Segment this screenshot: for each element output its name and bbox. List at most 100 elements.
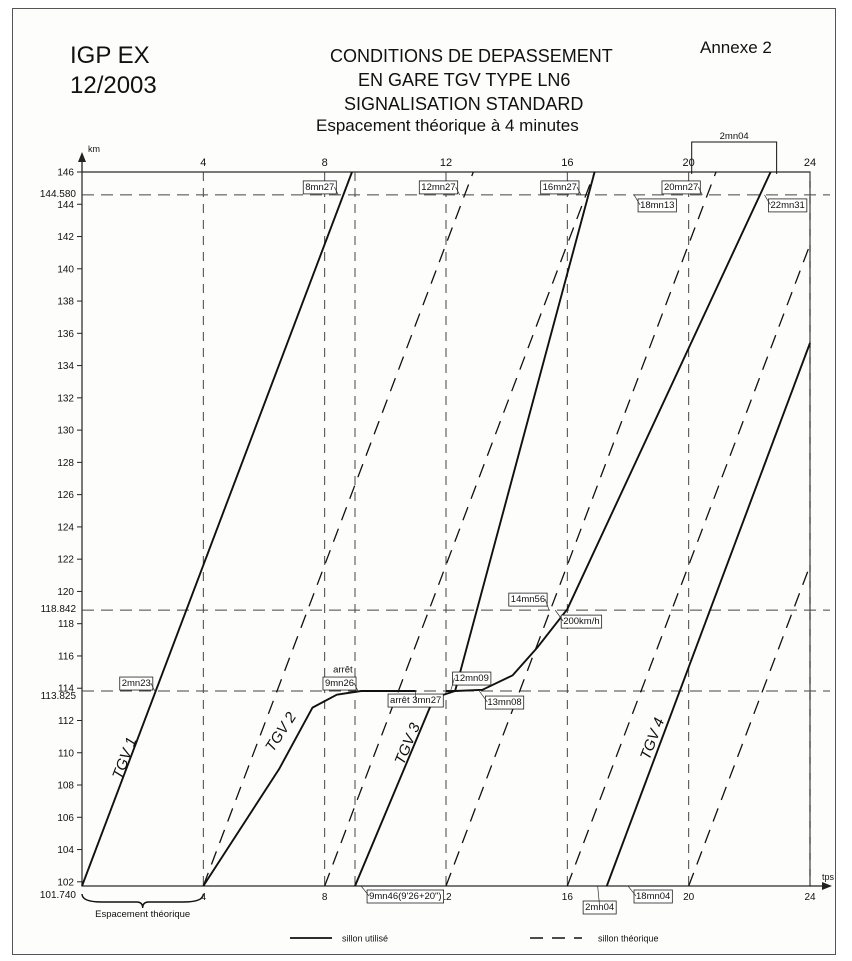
y-tick-label: 128 (57, 458, 74, 469)
y-tick-label: 134 (57, 361, 74, 372)
series-label-tgv-4: TGV 4 (637, 716, 668, 763)
annotation-leader (544, 598, 550, 611)
annotation-box (366, 889, 444, 904)
annotation-2mn04: 2mn04 (720, 131, 749, 142)
series-line-dashed-9 (688, 565, 811, 887)
y-reference-label: 118.842 (41, 604, 77, 615)
annotation-leader (627, 885, 637, 897)
annotation-espacement-th-orique: Espacement théorique (95, 909, 190, 920)
chart-title-line1: CONDITIONS DE DEPASSEMENT (330, 46, 613, 66)
x-tick-label-top: 8 (322, 157, 328, 169)
y-reference-label: 101.740 (40, 890, 77, 901)
y-axis-label: km (88, 144, 100, 154)
y-tick-label: 142 (57, 232, 74, 243)
annotation-2mn23: 2mn23 (122, 678, 151, 689)
annotation-leader (764, 194, 771, 206)
annotation-200km-h: 200km/h (563, 616, 599, 627)
y-tick-label: 130 (57, 426, 74, 437)
annotation-box (119, 676, 154, 691)
y-tick-label: 126 (57, 490, 74, 501)
series-line-dashed-5 (202, 171, 474, 887)
document-code: IGP EX (70, 42, 150, 69)
annex-label: Annexe 2 (700, 38, 772, 57)
annotation-leader (353, 682, 359, 692)
annotation-20mn27: 20mn27 (664, 182, 698, 193)
annotation-box (633, 889, 673, 904)
annotation-12mn09: 12mn09 (455, 673, 489, 684)
chart-title-line3: SIGNALISATION STANDARD (344, 94, 584, 114)
annotation-9mn26: 9mn26 (325, 678, 354, 689)
series-label-tgv-3: TGV 3 (391, 720, 424, 767)
series-line-tgv-1 (81, 171, 353, 887)
y-tick-label: 112 (58, 716, 74, 727)
y-tick-label: 144 (57, 200, 74, 211)
series-line-tgv-3 (354, 171, 772, 887)
y-tick-label: 104 (57, 845, 74, 856)
annotation-leader (479, 690, 488, 703)
annotation-arr-t-3mn27: arrêt 3mn27 (390, 695, 441, 706)
y-tick-label: 138 (57, 297, 74, 308)
annotation-box (302, 180, 337, 195)
series-line-dashed-7 (445, 171, 717, 887)
chart-subtitle: Espacement théorique à 4 minutes (316, 116, 579, 135)
y-tick-label: 146 (57, 168, 74, 179)
y-axis-arrowhead (78, 152, 86, 162)
annotation-leader (633, 194, 641, 206)
series-label-tgv-2: TGV 2 (262, 709, 300, 755)
x-tick-label-bottom: 12 (440, 892, 452, 903)
annotation-box (582, 900, 617, 915)
annotation-box (452, 671, 492, 686)
y-tick-label: 120 (57, 587, 74, 598)
annotation-box (484, 695, 525, 710)
annotation-box (540, 180, 580, 195)
annotation-box (322, 676, 357, 691)
annotation-box (560, 614, 603, 629)
y-tick-label: 122 (57, 555, 74, 566)
annotation-14mn56: 14mn56 (511, 594, 545, 605)
y-tick-label: 110 (58, 748, 74, 759)
annotation-box (661, 180, 701, 195)
annotation-box (768, 198, 808, 213)
annotation-18mn13: 18mn13 (640, 200, 674, 211)
series-line-tgv-4 (605, 342, 811, 887)
y-tick-label: 114 (58, 684, 74, 695)
x-tick-label-top: 20 (683, 157, 695, 169)
document-date: 12/2003 (70, 72, 157, 99)
y-tick-label: 108 (57, 781, 74, 792)
x-tick-label-bottom: 8 (322, 892, 328, 903)
x-tick-label-top: 12 (440, 157, 452, 169)
x-tick-label-bottom: 24 (804, 892, 816, 903)
annotation-leader (455, 186, 460, 196)
annotation-leader (597, 885, 601, 908)
y-tick-label: 136 (57, 329, 74, 340)
annotation-18mn04: 18mn04 (636, 891, 670, 902)
annotation-box (418, 180, 459, 195)
annotation-leader (554, 609, 564, 622)
x-tick-label-top: 16 (561, 157, 573, 169)
annotation-9mn46-9-26-20: 9mn46(9'26+20") (369, 891, 442, 902)
y-tick-label: 132 (57, 393, 74, 404)
series-line-solid-4 (446, 171, 596, 692)
annotation-leader (360, 885, 370, 897)
annotation-12mn27: 12mn27 (421, 182, 455, 193)
x-tick-label-bottom: 4 (201, 892, 207, 903)
annotation-leader (450, 677, 455, 692)
annotation-box (508, 592, 548, 607)
spacing-brace (81, 893, 205, 909)
legend-label-solid: sillon utilisé (342, 934, 388, 944)
y-tick-label: 140 (57, 264, 74, 275)
x-tick-label-bottom: 20 (683, 892, 695, 903)
series-line-dashed-6 (324, 171, 596, 887)
x-tick-label-top: 24 (804, 157, 816, 169)
document-sheet (12, 8, 836, 955)
annotation-leader (698, 186, 703, 196)
x-axis-label: tps (822, 872, 835, 882)
annotation-22mn31: 22mn31 (771, 200, 805, 211)
y-tick-label: 116 (58, 651, 74, 662)
annotation-13mn08: 13mn08 (487, 697, 521, 708)
series-label-tgv-1: TGV 1 (109, 735, 140, 782)
dimension-bracket (691, 141, 778, 174)
y-tick-label: 124 (57, 522, 74, 533)
x-axis-arrowhead (822, 882, 832, 890)
x-tick-label-top: 4 (200, 157, 206, 169)
